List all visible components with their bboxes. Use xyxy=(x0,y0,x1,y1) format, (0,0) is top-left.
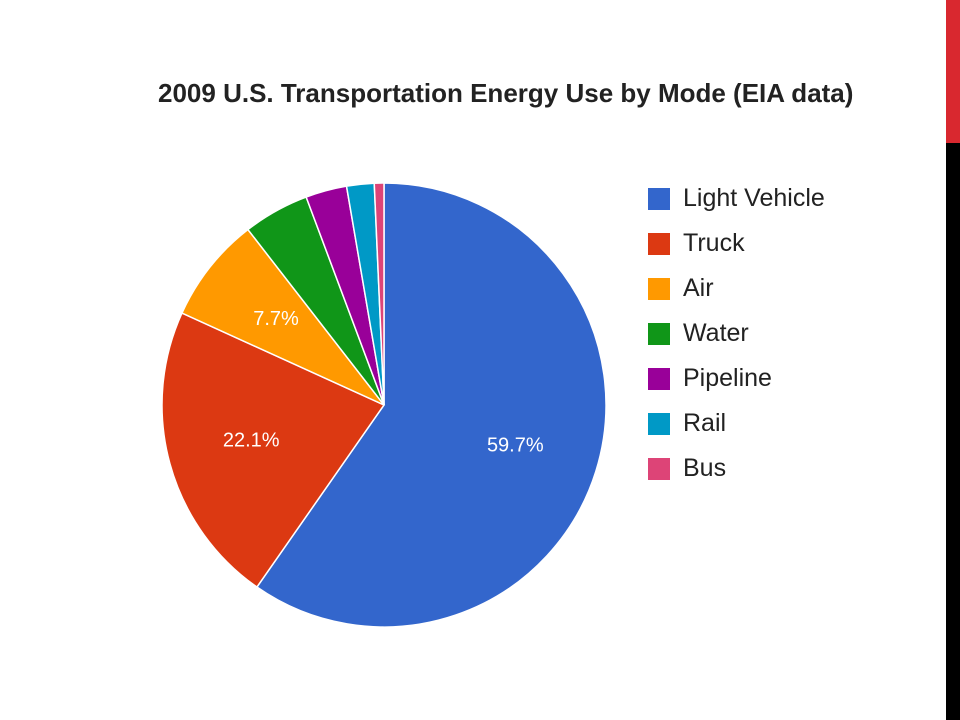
pie-slice-label: 7.7% xyxy=(253,308,299,330)
legend-swatch xyxy=(648,457,670,480)
legend-item: Pipeline xyxy=(648,356,825,401)
pie-slice-light-vehicle xyxy=(255,182,607,628)
pie-chart: 59.7% 22.1% 7.7% xyxy=(161,182,607,628)
legend-item: Truck xyxy=(648,221,825,266)
chart-legend: Light Vehicle Truck Air Water Pipeline Rail Bu… xyxy=(648,176,825,491)
legend-item: Air xyxy=(648,266,825,311)
legend-item: Bus xyxy=(648,446,825,491)
slide-accent-bar xyxy=(946,0,960,143)
legend-item: Water xyxy=(648,311,825,356)
legend-swatch xyxy=(648,232,670,255)
legend-label: Pipeline xyxy=(683,364,772,392)
legend-item: Light Vehicle xyxy=(648,176,825,221)
legend-label: Light Vehicle xyxy=(683,184,825,212)
legend-label: Air xyxy=(683,274,714,302)
legend-label: Truck xyxy=(683,229,745,257)
legend-swatch xyxy=(648,367,670,390)
legend-swatch xyxy=(648,187,670,210)
pie-slice-label: 59.7% xyxy=(487,435,544,457)
legend-label: Rail xyxy=(683,409,727,437)
pie-slice-bus xyxy=(373,182,385,406)
legend-swatch xyxy=(648,322,670,345)
legend-swatch xyxy=(648,412,670,435)
legend-swatch xyxy=(648,277,670,300)
chart-title: 2009 U.S. Transportation Energy Use by M… xyxy=(158,78,854,108)
legend-label: Water xyxy=(683,319,749,347)
pie-slice-truck xyxy=(161,312,386,589)
pie-slice-label: 22.1% xyxy=(223,430,280,452)
legend-item: Rail xyxy=(648,401,825,446)
slide-edge-bar xyxy=(946,0,960,720)
legend-label: Bus xyxy=(683,454,727,482)
pie-slice-air xyxy=(180,228,385,406)
